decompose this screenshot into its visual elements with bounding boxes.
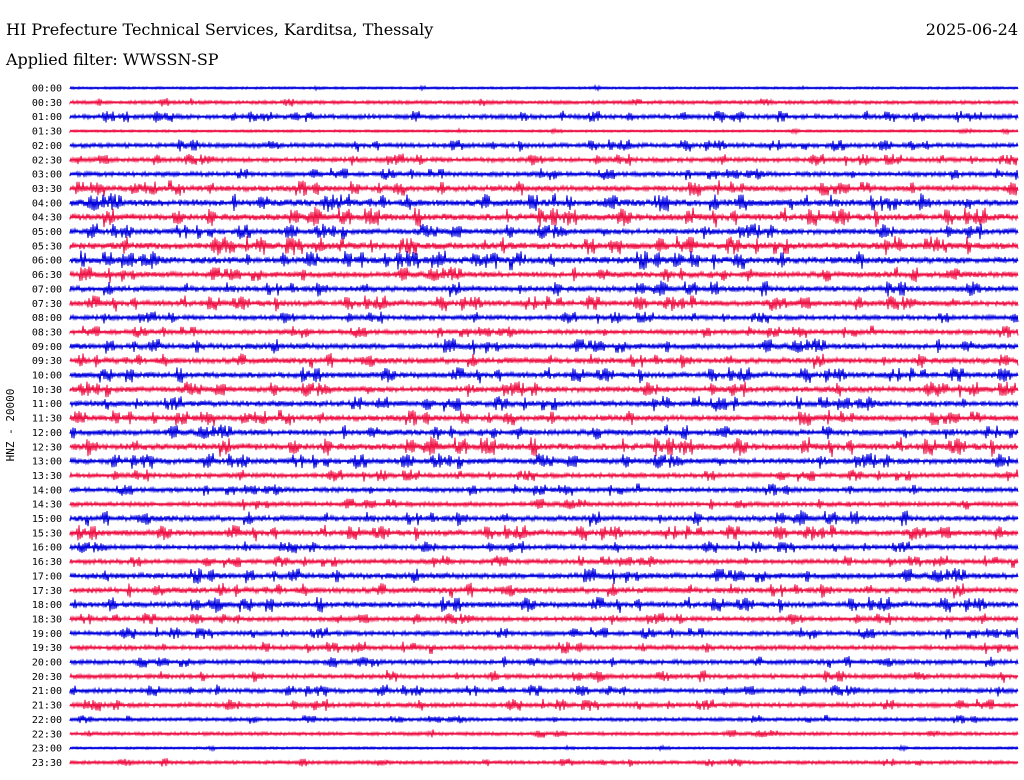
row-time-label: 00:30 <box>32 98 62 109</box>
row-time-label: 22:00 <box>32 715 62 726</box>
row-time-label: 17:30 <box>32 586 62 597</box>
row-time-label: 04:00 <box>32 198 62 209</box>
row-time-label: 15:30 <box>32 528 62 539</box>
row-time-label: 23:30 <box>32 758 62 769</box>
row-time-label: 10:30 <box>32 385 62 396</box>
row-time-label: 12:30 <box>32 442 62 453</box>
tick-group: 00:00 00:30 01:00 01:30 02:00 02:30 03:00 03:30… <box>32 84 62 769</box>
row-time-label: 11:30 <box>32 414 62 425</box>
row-time-label: 14:30 <box>32 500 62 511</box>
row-time-label: 13:30 <box>32 471 62 482</box>
row-time-label: 10:00 <box>32 371 62 382</box>
row-time-label: 17:00 <box>32 571 62 582</box>
row-time-label: 08:00 <box>32 313 62 324</box>
row-time-label: 08:30 <box>32 327 62 338</box>
row-time-label: 09:30 <box>32 356 62 367</box>
row-time-label: 02:30 <box>32 155 62 166</box>
row-time-label: 16:30 <box>32 557 62 568</box>
row-time-label: 16:00 <box>32 543 62 554</box>
trace-group <box>69 83 1019 767</box>
row-time-label: 05:30 <box>32 241 62 252</box>
row-time-label: 21:30 <box>32 701 62 712</box>
row-time-label: 18:30 <box>32 614 62 625</box>
row-time-label: 23:00 <box>32 744 62 755</box>
row-time-label: 22:30 <box>32 729 62 740</box>
station-title: HI Prefecture Technical Services, Kardit… <box>6 20 434 39</box>
row-time-label: 06:30 <box>32 270 62 281</box>
row-time-label: 06:00 <box>32 256 62 267</box>
row-time-label: 19:00 <box>32 629 62 640</box>
row-time-label: 14:00 <box>32 485 62 496</box>
filter-label: Applied filter: WWSSN-SP <box>6 50 219 69</box>
row-time-label: 01:30 <box>32 127 62 138</box>
row-time-label: 11:00 <box>32 399 62 410</box>
row-time-label: 09:00 <box>32 342 62 353</box>
row-time-label: 12:00 <box>32 428 62 439</box>
row-time-label: 00:00 <box>32 84 62 95</box>
trace-row-1100 <box>69 395 1019 412</box>
y-axis-label: HNZ - 20000 <box>4 389 17 462</box>
row-time-label: 04:30 <box>32 213 62 224</box>
row-time-label: 19:30 <box>32 643 62 654</box>
row-time-label: 07:30 <box>32 299 62 310</box>
row-time-label: 03:30 <box>32 184 62 195</box>
record-date: 2025-06-24 <box>925 20 1018 39</box>
row-time-label: 18:00 <box>32 600 62 611</box>
row-time-label: 20:30 <box>32 672 62 683</box>
row-time-label: 15:00 <box>32 514 62 525</box>
row-time-label: 21:00 <box>32 686 62 697</box>
row-time-label: 03:00 <box>32 170 62 181</box>
row-time-label: 05:00 <box>32 227 62 238</box>
row-time-label: 13:00 <box>32 457 62 468</box>
row-time-label: 01:00 <box>32 112 62 123</box>
row-time-label: 20:00 <box>32 658 62 669</box>
row-time-label: 07:00 <box>32 284 62 295</box>
row-time-label: 02:00 <box>32 141 62 152</box>
